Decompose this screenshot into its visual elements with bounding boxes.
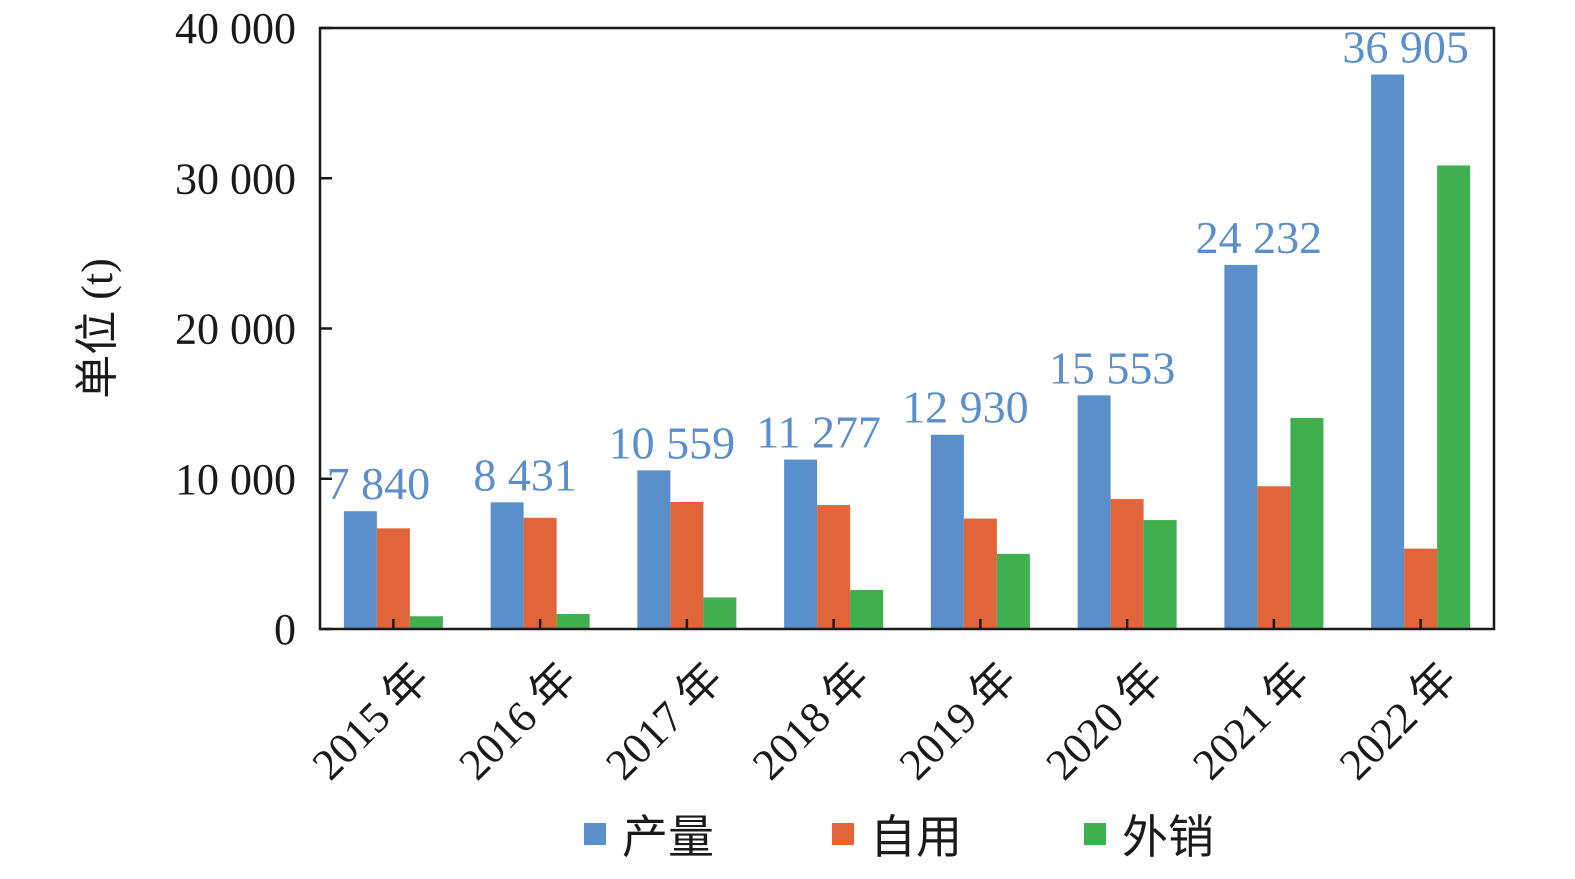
bar-series-3 [556,613,590,629]
legend-label: 产量 [622,812,714,863]
data-label: 36 905 [1342,22,1469,73]
bar-series-1 [930,434,964,629]
y-tick-label: 30 000 [175,154,296,203]
x-tick-label: 2016 年 [449,653,585,789]
bar-series-3 [703,597,737,629]
x-tick-label: 2017 年 [596,653,732,789]
bar-series-2 [817,505,851,629]
bar-series-1 [637,470,671,629]
bar-series-1 [784,459,818,629]
legend-label: 自用 [870,812,962,863]
bar-series-2 [376,528,410,629]
bar-series-3 [409,616,443,629]
bar-series-2 [1257,486,1291,629]
bar-series-2 [1404,548,1438,629]
bar-series-1 [1371,74,1405,629]
y-tick-label: 40 000 [175,4,296,53]
data-label: 8 431 [473,449,577,500]
x-tick-label: 2022 年 [1330,653,1466,789]
bar-series-2 [523,517,557,629]
bar-series-3 [1437,165,1471,629]
x-tick-label: 2021 年 [1183,653,1319,789]
data-label: 24 232 [1196,212,1323,263]
data-label: 11 277 [756,407,881,458]
data-labels-group: 7 840 8 431 10 559 11 277 12 930 15 553 24 232… [327,22,1469,510]
legend-swatch [832,823,854,845]
data-label: 15 553 [1049,342,1176,393]
data-label: 7 840 [327,458,431,509]
bar-series-1 [1224,264,1258,629]
bar-series-1 [1077,395,1111,629]
y-tick-label: 20 000 [175,305,296,354]
bar-series-2 [963,518,997,629]
bar-series-3 [1143,520,1177,629]
bar-series-2 [1110,499,1144,629]
y-tick-label: 0 [274,605,296,654]
bar-series-3 [850,589,884,629]
bar-series-3 [996,553,1030,629]
data-label: 12 930 [902,382,1029,433]
data-label: 10 559 [609,417,736,468]
y-axis-label: 单位 (t) [73,258,122,399]
legend-swatch [584,823,606,845]
bar-series-1 [490,502,524,629]
legend-label: 外销 [1122,812,1214,863]
bars-group [343,74,1471,629]
x-tick-label: 2015 年 [303,653,439,789]
bar-series-3 [1290,417,1324,629]
x-tick-label: 2018 年 [743,653,879,789]
x-tick-label: 2020 年 [1036,653,1172,789]
x-tick-label: 2019 年 [890,653,1026,789]
legend-swatch [1084,823,1106,845]
x-axis: 2015 年 2016 年 2017 年 2018 年 2019 年 2020 年 2021… [303,619,1466,789]
y-axis: 0 10 000 20 000 30 000 40 000 [175,4,332,654]
legend: 产量 自用 外销 [584,812,1214,863]
bar-series-1 [343,511,377,629]
bar-series-2 [670,502,704,629]
y-tick-label: 10 000 [175,455,296,504]
